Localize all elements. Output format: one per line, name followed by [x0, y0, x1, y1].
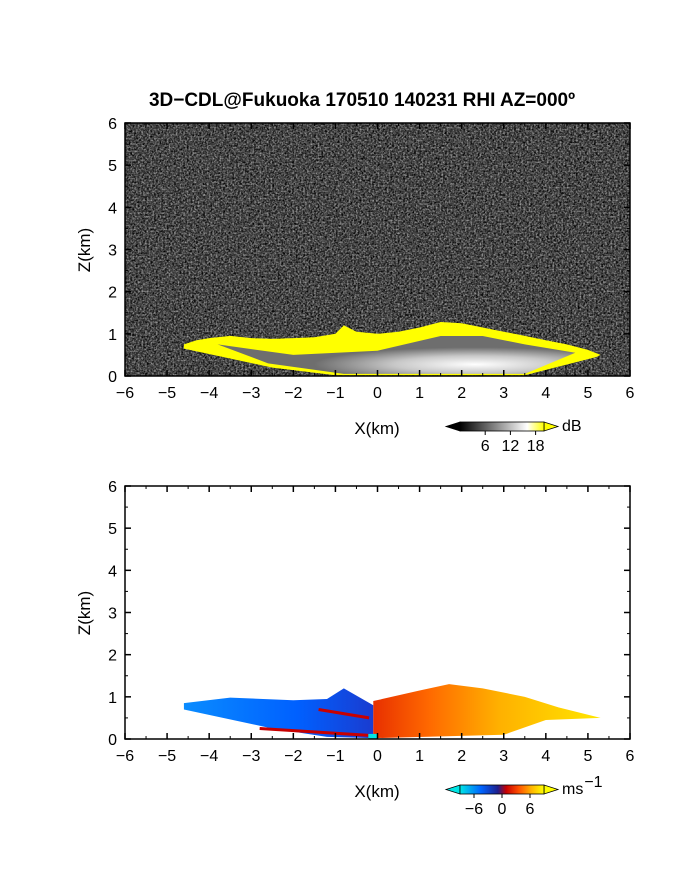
x-tick-label: 2 — [457, 385, 466, 402]
x-tick-label: −2 — [284, 748, 302, 765]
boundary-streak — [259, 726, 374, 738]
x-tick-label: −6 — [116, 748, 134, 765]
x-tick-label: −1 — [326, 385, 344, 402]
colorbar-tick-label: −6 — [465, 801, 483, 818]
colorbar-under-arrow — [444, 784, 461, 795]
x-tick-label: −6 — [116, 385, 134, 402]
y-axis-label: Z(km) — [75, 228, 94, 272]
x-tick-label: 6 — [626, 385, 635, 402]
x-tick-label: −4 — [200, 748, 218, 765]
y-tick-label: 2 — [108, 285, 117, 302]
x-tick-label: 2 — [457, 748, 466, 765]
y-tick-label: 0 — [108, 369, 117, 386]
colorbar-tick-label: 18 — [527, 438, 545, 455]
x-tick-label: −5 — [158, 748, 176, 765]
x-tick-label: −5 — [158, 385, 176, 402]
x-tick-label: −3 — [242, 748, 260, 765]
colorbar-unit: ms — [562, 781, 583, 798]
colorbar-tick-label: 0 — [498, 801, 507, 818]
y-tick-label: 4 — [108, 200, 117, 217]
colorbar-over-arrow — [543, 421, 560, 432]
y-tick-label: 3 — [108, 606, 117, 623]
y-tick-label: 5 — [108, 521, 117, 538]
colorbar-under-arrow — [444, 421, 461, 432]
colorbar-tick-label: 12 — [502, 438, 520, 455]
x-axis-label: X(km) — [354, 419, 399, 438]
y-tick-label: 1 — [108, 690, 117, 707]
colorbar-unit: dB — [562, 418, 582, 435]
y-tick-label: 3 — [108, 243, 117, 260]
velocity-panel: −6 −5 −4 −3 −2 −1 0 1 2 3 4 5 6 0 1 2 3 4 5 6 X(km) Z(km) −… — [75, 479, 635, 818]
x-tick-label: −3 — [242, 385, 260, 402]
velocity-colorbar: −6 0 6 ms −1 — [444, 774, 603, 818]
plot-background — [125, 486, 630, 739]
y-axis-label: Z(km) — [75, 591, 94, 635]
x-tick-label: −4 — [200, 385, 218, 402]
x-tick-label: 5 — [583, 385, 592, 402]
positive-velocity-region — [373, 684, 601, 739]
x-tick-label: 0 — [373, 748, 382, 765]
y-tick-label: 4 — [108, 563, 117, 580]
boundary-streak — [318, 708, 370, 720]
y-tick-label: 6 — [108, 116, 117, 133]
y-tick-label: 0 — [108, 732, 117, 749]
x-tick-label: 5 — [583, 748, 592, 765]
x-tick-label: 0 — [373, 385, 382, 402]
reflectivity-colorbar: 6 12 18 dB — [444, 418, 582, 455]
near-radar-bin — [368, 733, 378, 739]
colorbar-tick-label: 6 — [526, 801, 535, 818]
x-tick-label: 3 — [499, 748, 508, 765]
x-tick-label: 4 — [541, 748, 550, 765]
echo-core — [217, 335, 576, 374]
x-tick-label: −1 — [326, 748, 344, 765]
x-tick-label: −2 — [284, 385, 302, 402]
y-tick-label: 6 — [108, 479, 117, 496]
colorbar-ramp — [459, 421, 545, 432]
colorbar-over-arrow — [543, 784, 560, 795]
x-tick-label: 4 — [541, 385, 550, 402]
y-tick-label: 2 — [108, 648, 117, 665]
colorbar-unit-exponent: −1 — [584, 774, 602, 791]
x-axis-label: X(km) — [354, 782, 399, 801]
colorbar-tick-label: 6 — [481, 438, 490, 455]
figure-title: 3D−CDL@Fukuoka 170510 140231 RHI AZ=000º — [149, 90, 575, 111]
colorbar-ramp — [459, 784, 545, 795]
negative-velocity-region — [183, 688, 374, 739]
x-tick-label: 6 — [626, 748, 635, 765]
x-tick-label: 3 — [499, 385, 508, 402]
x-tick-label: 1 — [415, 385, 424, 402]
x-tick-label: 1 — [415, 748, 424, 765]
y-tick-label: 5 — [108, 158, 117, 175]
y-tick-label: 1 — [108, 327, 117, 344]
